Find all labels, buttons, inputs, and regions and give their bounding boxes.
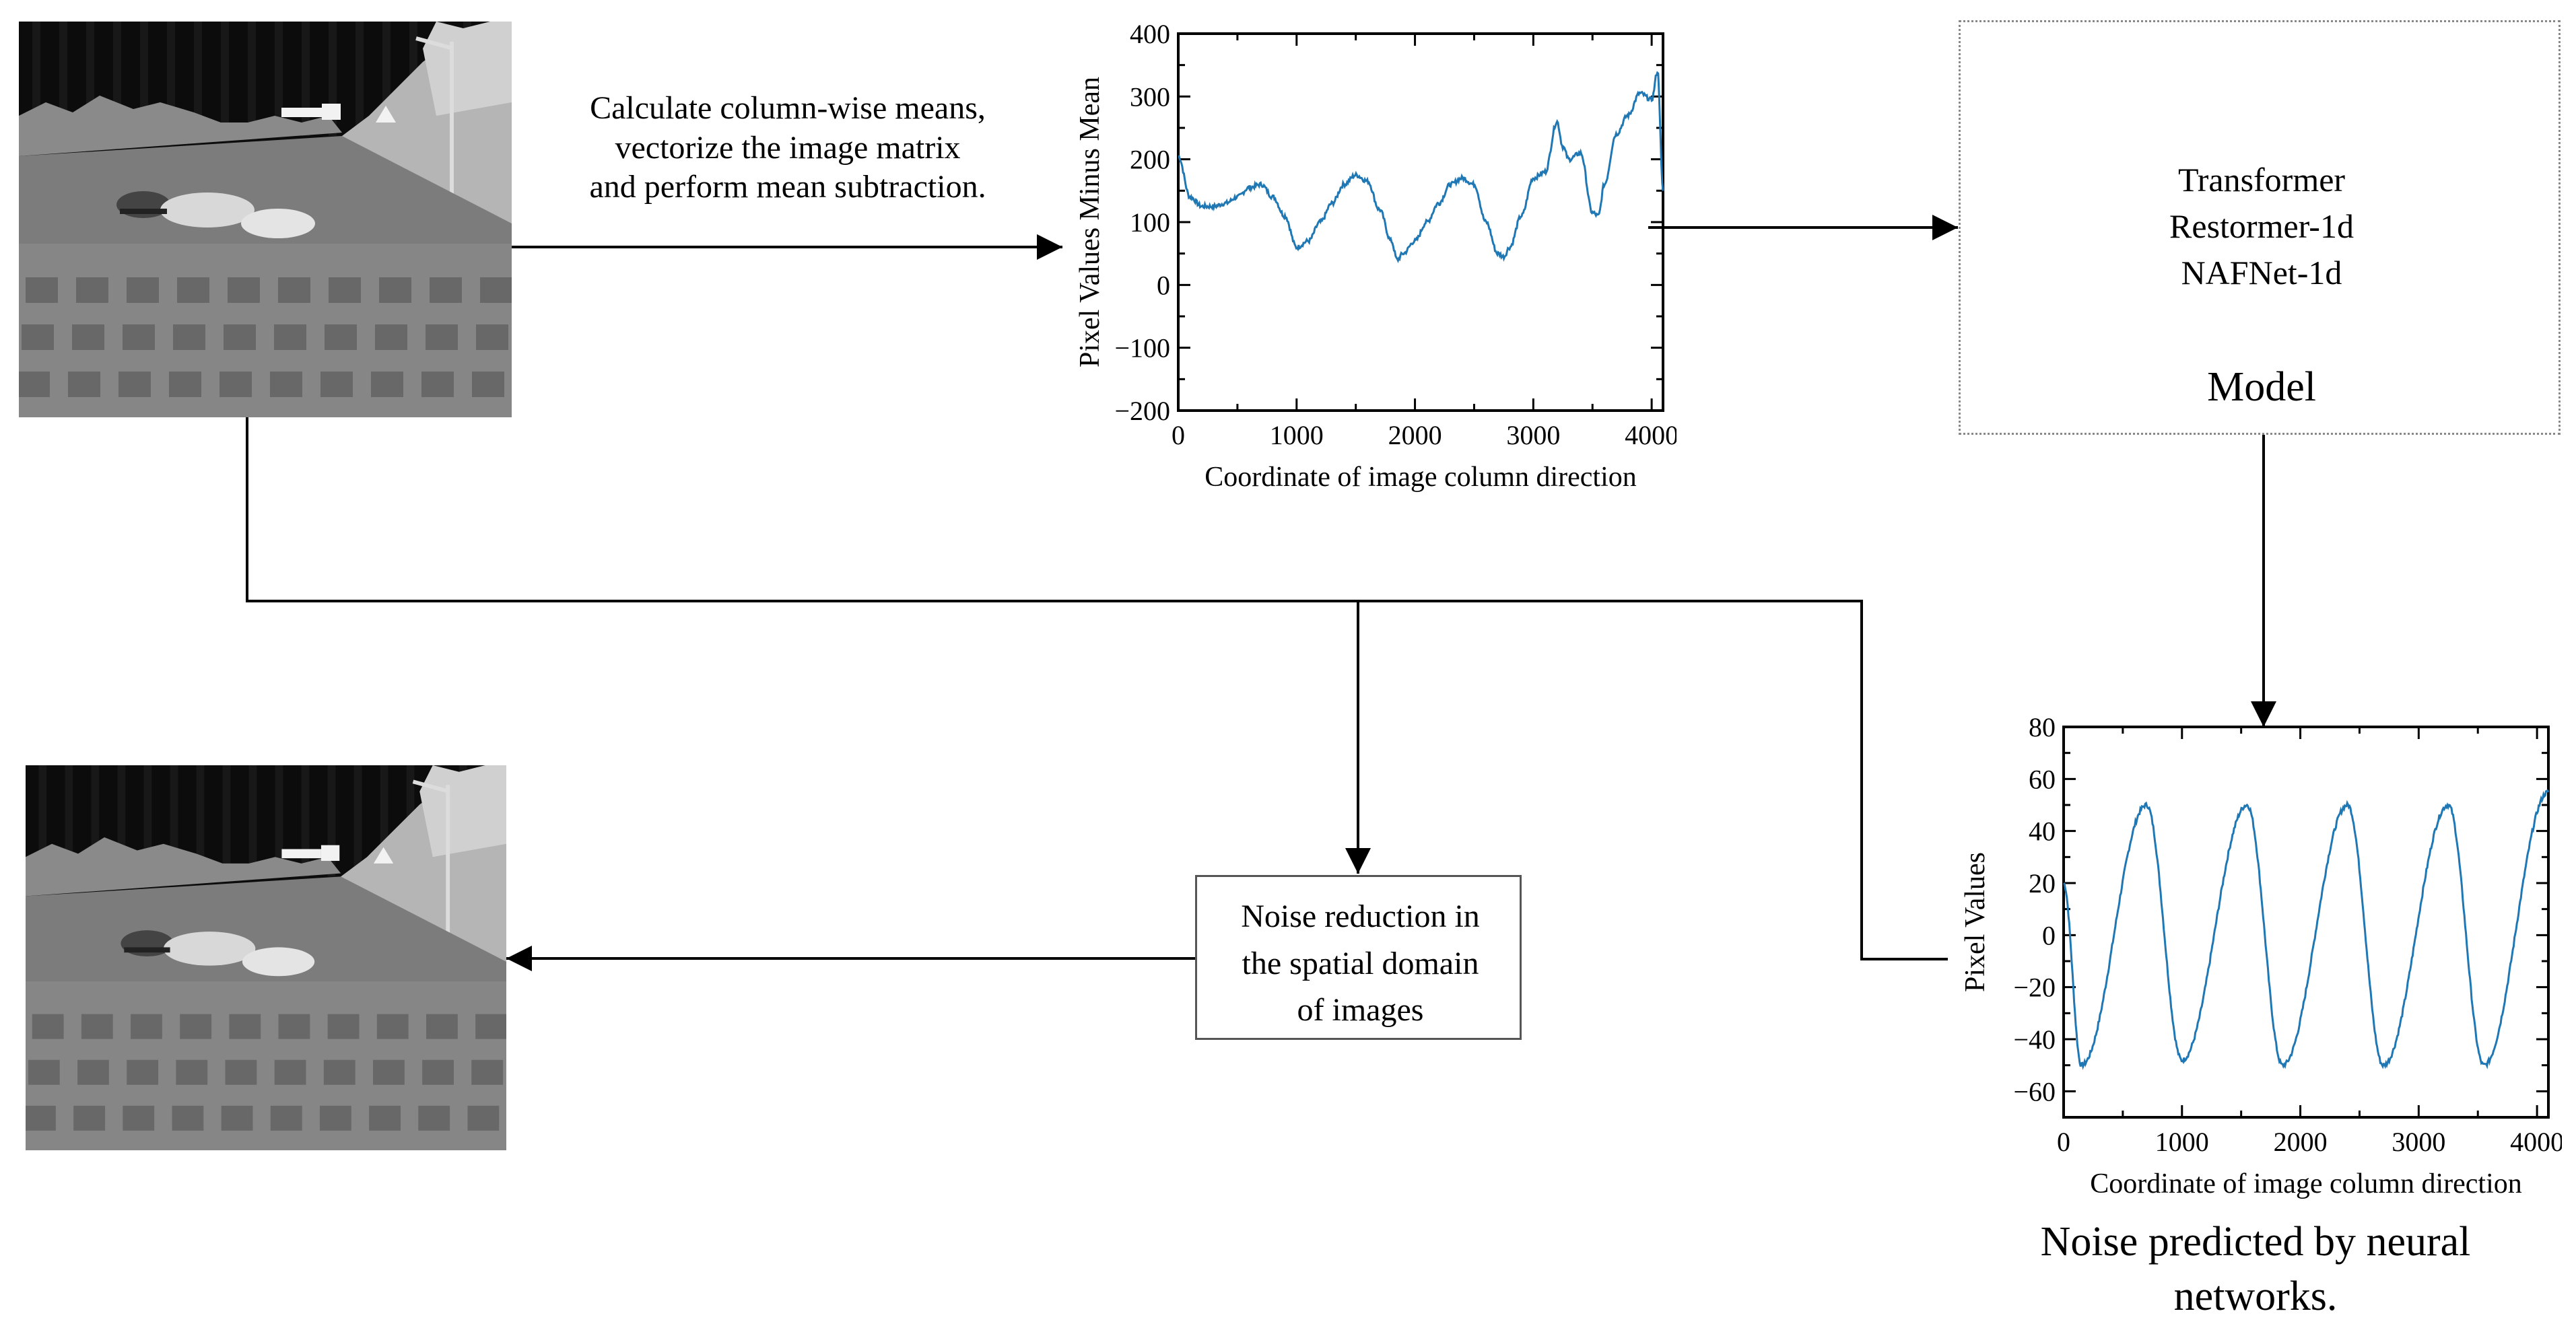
y-axis-label: Pixel Values (1960, 852, 1991, 992)
series-line (1178, 71, 1664, 263)
chart-signal-minus-mean: 0 1000 2000 3000 4000 −200 −100 0 100 200 300 400 Co… (1075, 19, 1676, 493)
model-item-transformer: Transformer (2177, 161, 2346, 199)
x-tick-label: 2000 (2274, 1127, 2328, 1157)
noise-reduction-line: Noise reduction in (1241, 899, 1480, 934)
x-tick-label: 2000 (1388, 420, 1442, 450)
infrared-road-scene-icon (26, 765, 506, 1150)
noise-caption-line: Noise predicted by neural (2040, 1219, 2471, 1265)
plot-area (2062, 726, 2550, 1119)
line-image-down-across (246, 417, 1948, 960)
y-tick-label: 300 (1130, 81, 1170, 112)
input-step-line: Calculate column-wise means, (590, 90, 986, 126)
y-tick-label: −40 (2013, 1024, 2056, 1055)
axis-ticks (1177, 32, 1663, 412)
x-tick-label: 0 (1172, 420, 1185, 450)
plot-area (1177, 32, 1664, 412)
y-tick-label: −60 (2013, 1076, 2056, 1107)
input-step-line: vectorize the image matrix (615, 129, 961, 166)
axis-ticks (2062, 726, 2548, 1117)
y-tick-label: 0 (1157, 270, 1170, 300)
chart-predicted-noise: 0 1000 2000 3000 4000 −60 −40 −20 0 20 40 60 80 Coord… (1960, 712, 2562, 1199)
y-tick-label: 20 (2029, 868, 2056, 899)
y-tick-label: 100 (1130, 207, 1170, 238)
x-tick-label: 4000 (2510, 1127, 2562, 1157)
noise-caption-line: networks. (2173, 1273, 2338, 1319)
y-axis-label: Pixel Values Minus Mean (1075, 77, 1106, 367)
input-step-line: and perform mean subtraction. (589, 169, 986, 205)
model-item-nafnet: NAFNet-1d (2181, 254, 2342, 291)
x-tick-label: 1000 (2155, 1127, 2209, 1157)
input-infrared-image (19, 22, 512, 417)
model-list: Transformer Restormer-1d NAFNet-1d (1961, 157, 2563, 296)
x-tick-label: 3000 (2392, 1127, 2445, 1157)
y-tick-label: −20 (2013, 973, 2056, 1003)
x-axis-label: Coordinate of image column direction (2090, 1168, 2521, 1199)
infrared-road-scene-icon (19, 22, 512, 417)
model-item-restormer: Restormer-1d (2169, 207, 2354, 245)
x-tick-label: 1000 (1270, 420, 1324, 450)
y-tick-label: 40 (2029, 816, 2056, 847)
y-tick-label: 0 (2042, 920, 2056, 950)
y-tick-label: 80 (2029, 712, 2056, 742)
x-tick-label: 4000 (1625, 420, 1676, 450)
model-title: Model (2207, 364, 2316, 410)
input-step-label: Calculate column-wise means, vectorize t… (532, 89, 1044, 207)
noise-caption: Noise predicted by neural networks. (1953, 1215, 2558, 1323)
y-tick-label: 200 (1130, 145, 1170, 175)
denoised-output-image (26, 765, 506, 1150)
x-tick-label: 0 (2057, 1127, 2070, 1157)
y-tick-label: −200 (1114, 396, 1170, 426)
y-tick-label: 400 (1130, 19, 1170, 49)
noise-reduction-box: Noise reduction in the spatial domain of… (1195, 875, 1522, 1040)
noise-reduction-line: the spatial domain (1242, 945, 1479, 981)
model-box: Transformer Restormer-1d NAFNet-1d Model (1959, 20, 2561, 435)
series-line (2063, 789, 2550, 1070)
y-tick-label: 60 (2029, 764, 2056, 794)
noise-reduction-line: of images (1297, 992, 1424, 1028)
y-tick-label: −100 (1114, 333, 1170, 363)
x-axis-label: Coordinate of image column direction (1205, 462, 1636, 493)
x-tick-label: 3000 (1506, 420, 1560, 450)
noise-reduction-label: Noise reduction in the spatial domain of… (1197, 893, 1524, 1034)
